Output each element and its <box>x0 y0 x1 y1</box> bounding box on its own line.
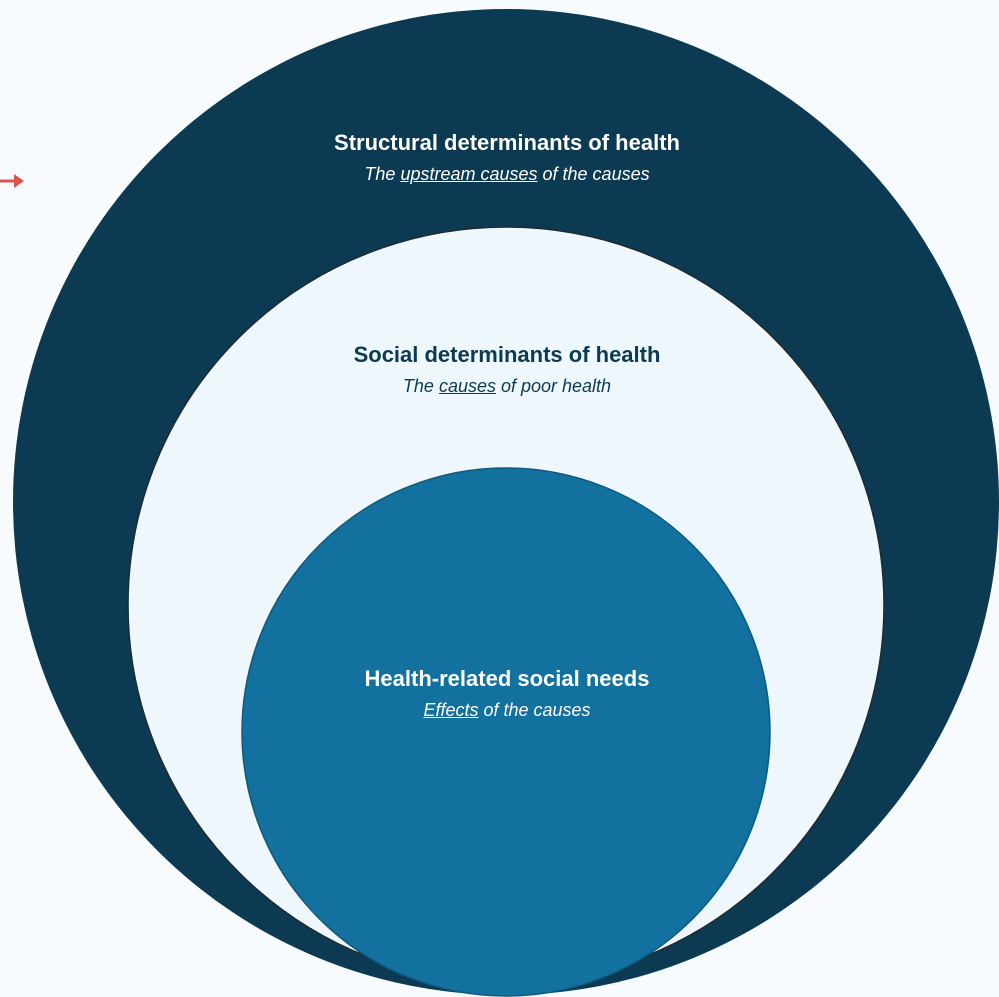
social-determinants-subtitle: The causes of poor health <box>402 376 612 397</box>
structural-determinants-title: Structural determinants of health <box>334 130 680 155</box>
health-related-social-needs-circle <box>241 467 771 997</box>
structural-determinants-subtitle: The upstream causes of the causes <box>364 164 650 185</box>
health-related-social-needs-title: Health-related social needs <box>364 666 650 691</box>
social-determinants-emphasis: causes <box>438 376 496 397</box>
pointer-arrow-head-icon <box>14 174 24 188</box>
structural-determinants-label: Structural determinants of health The up… <box>207 130 807 186</box>
social-determinants-label: Social determinants of health The causes… <box>207 342 807 398</box>
health-related-social-needs-emphasis: Effects <box>423 700 479 721</box>
health-related-social-needs-subtitle: Effects of the causes <box>423 700 591 721</box>
social-determinants-title: Social determinants of health <box>353 342 661 367</box>
health-related-social-needs-label: Health-related social needs Effects of t… <box>207 666 807 722</box>
structural-determinants-emphasis: upstream causes <box>400 164 538 185</box>
